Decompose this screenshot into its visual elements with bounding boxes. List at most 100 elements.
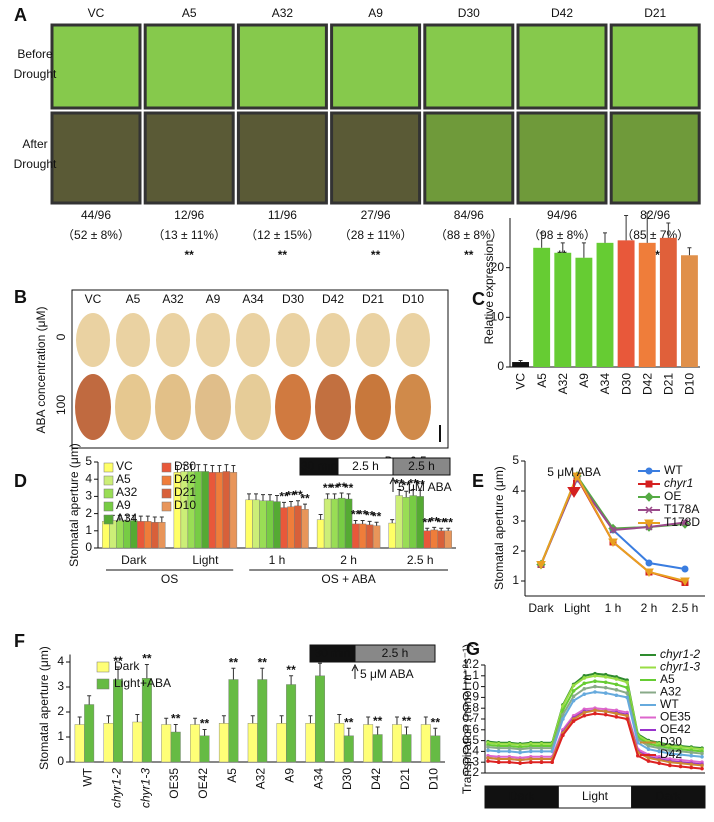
marker <box>668 763 672 768</box>
bar <box>343 735 354 763</box>
error-bar <box>418 489 423 497</box>
group-label: OS <box>161 572 178 586</box>
significance: ** <box>437 515 447 529</box>
error-bar <box>159 516 164 523</box>
marker <box>593 708 597 713</box>
x-tick-label: D10 <box>427 768 441 790</box>
significance: ** <box>286 489 296 503</box>
bar <box>132 721 143 763</box>
legend-label: A5 <box>660 672 675 686</box>
marker <box>681 518 689 527</box>
panel-letter: G <box>466 639 480 659</box>
y-tick-label: 4 <box>57 654 64 668</box>
leaf-control <box>316 313 350 367</box>
x-tick-label: A34 <box>598 373 612 395</box>
legend-marker <box>645 480 653 488</box>
bar <box>158 522 166 549</box>
error-bar <box>116 666 121 680</box>
error-bar <box>267 494 272 501</box>
error-bar <box>518 360 523 363</box>
photo-before <box>236 23 328 110</box>
row-label: After <box>22 137 47 151</box>
marker <box>645 559 653 567</box>
error-bar <box>337 714 342 724</box>
legend-label: D21 <box>174 485 196 499</box>
error-bar <box>303 503 308 510</box>
marker <box>668 760 672 764</box>
error-bar <box>317 662 322 676</box>
significance: ** <box>464 248 474 262</box>
x-tick-label: Dark <box>528 601 554 615</box>
marker <box>644 568 654 578</box>
error-bar <box>217 464 222 473</box>
significance: ** <box>358 508 368 522</box>
y-axis-label: Stomatal aperture (μm) <box>37 646 51 770</box>
significance: ** <box>323 481 333 495</box>
leaf-control <box>236 313 270 367</box>
bar <box>74 724 85 763</box>
marker <box>518 758 522 762</box>
legend-swatch <box>103 514 114 525</box>
bar <box>638 242 656 367</box>
legend-label: T178D <box>664 515 700 529</box>
marker <box>529 760 533 764</box>
error-bar <box>397 489 402 496</box>
y-tick-label: 2 <box>85 506 92 520</box>
panel-letter: E <box>472 471 484 491</box>
marker <box>582 676 587 680</box>
error-bar <box>645 212 650 243</box>
marker <box>625 691 629 695</box>
marker <box>603 675 608 679</box>
column-label: D21 <box>644 6 666 20</box>
bar <box>444 530 452 549</box>
bar <box>395 495 403 549</box>
marker <box>571 698 576 703</box>
y-tick-label: 5 <box>85 454 92 468</box>
marker <box>529 749 533 754</box>
bar <box>617 240 635 367</box>
error-bar <box>439 527 444 531</box>
survival-percent: （13 ± 11%） <box>152 228 226 242</box>
row-label: 0 <box>54 333 68 340</box>
error-bar <box>581 242 586 258</box>
y-axis-label: Stomatal aperture (μm) <box>67 443 81 567</box>
y-tick-label: 4 <box>512 483 519 497</box>
photo-after <box>423 111 515 205</box>
period-label: Dark <box>656 789 682 803</box>
bar <box>344 498 353 549</box>
error-bar <box>374 521 379 526</box>
marker <box>486 756 490 760</box>
y-tick-label: 1.0 <box>462 679 479 693</box>
bar <box>430 529 438 549</box>
legend-label: D10 <box>174 498 196 512</box>
column-label: A34 <box>242 292 264 306</box>
bar <box>102 521 110 549</box>
bar <box>113 679 123 763</box>
column-label: A9 <box>368 6 383 20</box>
error-bar <box>394 716 399 725</box>
marker <box>657 749 661 754</box>
marker <box>571 694 576 699</box>
legend-marker <box>645 506 653 514</box>
period-label: Light <box>582 789 609 803</box>
error-bar <box>360 519 365 524</box>
x-tick-label: D42 <box>369 768 383 790</box>
timeline-label: 2.5 h <box>382 646 409 660</box>
legend-swatch <box>161 501 172 512</box>
marker <box>614 682 619 687</box>
x-tick-label: D21 <box>662 373 676 395</box>
row-label: 100 <box>54 395 68 415</box>
y-tick-label: 0.6 <box>462 722 479 736</box>
marker <box>646 759 651 763</box>
group-label: OS + ABA <box>321 572 375 586</box>
leaf-aba <box>315 374 351 440</box>
x-tick-label: Dark <box>121 553 147 567</box>
error-bar <box>196 464 201 472</box>
marker <box>507 749 512 754</box>
error-bar <box>332 493 337 499</box>
marker <box>636 753 640 758</box>
survival-percent: （52 ± 8%） <box>62 228 130 242</box>
x-tick-label: OE35 <box>167 768 181 799</box>
bar <box>273 501 281 549</box>
panel-letter: F <box>14 631 25 651</box>
